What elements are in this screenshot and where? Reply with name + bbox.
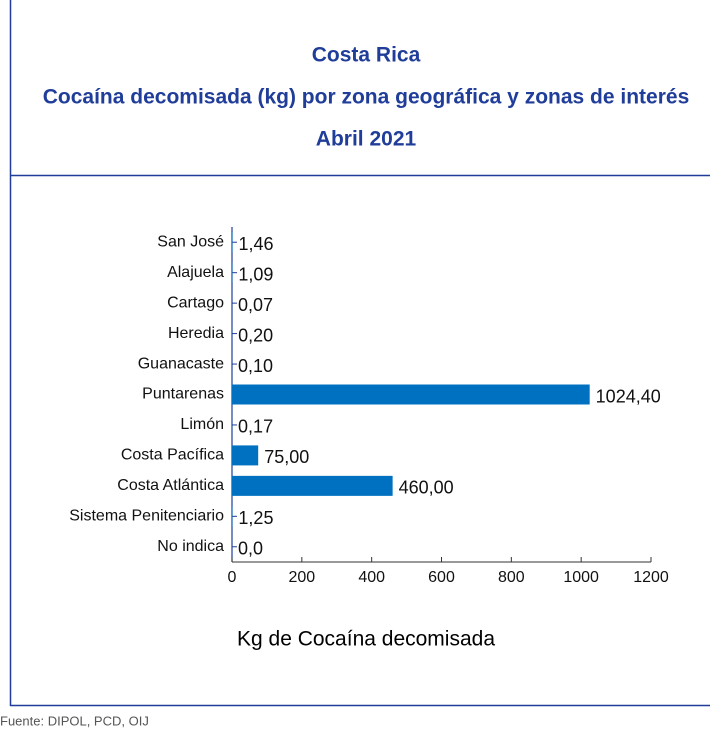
- y-tick-label: No indica: [157, 538, 224, 555]
- x-axis-label: Kg de Cocaína decomisada: [237, 628, 495, 651]
- value-label: 0,10: [238, 356, 273, 376]
- bar: [232, 232, 233, 252]
- subtitle: Cocaína decomisada (kg) por zona geográf…: [43, 86, 690, 109]
- value-label: 1024,40: [596, 386, 661, 406]
- value-label: 460,00: [399, 478, 454, 498]
- value-label: 1,46: [239, 234, 274, 254]
- value-label: 0,0: [238, 539, 263, 559]
- y-tick-label: Guanacaste: [138, 355, 224, 372]
- y-tick-label: Puntarenas: [142, 386, 224, 403]
- x-tick-label: 0: [228, 569, 237, 586]
- x-tick-label: 400: [358, 569, 385, 586]
- value-label: 1,25: [238, 508, 273, 528]
- x-tick-label: 1000: [563, 569, 599, 586]
- date: Abril 2021: [316, 128, 417, 151]
- bar: [232, 445, 258, 465]
- y-tick-label: Sistema Penitenciario: [69, 508, 224, 525]
- value-label: 1,09: [238, 264, 273, 284]
- y-tick-label: Alajuela: [167, 264, 224, 281]
- x-tick-label: 1200: [633, 569, 669, 586]
- x-tick-label: 200: [288, 569, 315, 586]
- bar: [232, 476, 393, 496]
- y-tick-label: Cartago: [167, 294, 224, 311]
- value-label: 0,17: [238, 417, 273, 437]
- y-tick-label: Costa Pacífica: [121, 447, 224, 464]
- source: Fuente: DIPOL, PCD, OIJ: [0, 713, 149, 728]
- x-tick-label: 800: [498, 569, 525, 586]
- y-tick-label: San José: [157, 233, 224, 250]
- value-label: 75,00: [264, 447, 309, 467]
- title: Costa Rica: [312, 44, 421, 67]
- value-label: 0,07: [238, 295, 273, 315]
- y-tick-label: Costa Atlántica: [117, 477, 224, 494]
- bar: [232, 385, 590, 405]
- x-tick-label: 600: [428, 569, 455, 586]
- value-label: 0,20: [238, 325, 273, 345]
- y-tick-label: Limón: [180, 416, 224, 433]
- y-tick-label: Heredia: [168, 325, 224, 342]
